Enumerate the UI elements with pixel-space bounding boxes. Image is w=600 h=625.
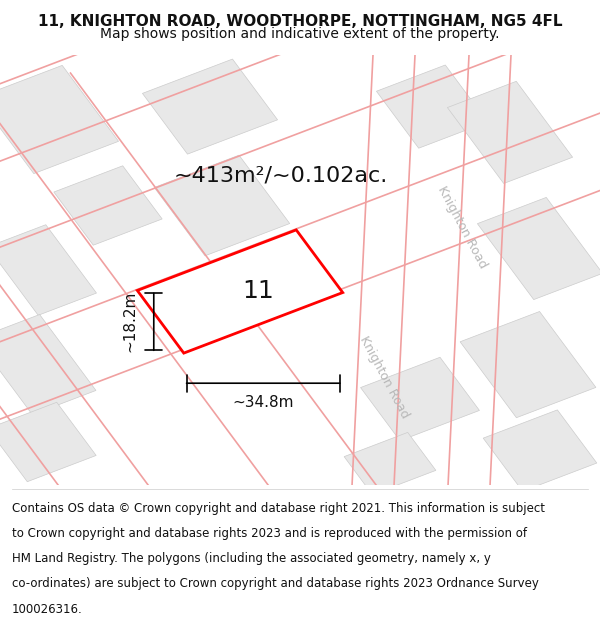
- Text: 11: 11: [242, 279, 274, 304]
- Polygon shape: [0, 66, 119, 174]
- Polygon shape: [54, 166, 162, 245]
- Polygon shape: [344, 432, 436, 494]
- Polygon shape: [376, 65, 488, 148]
- Text: ~18.2m: ~18.2m: [122, 291, 137, 352]
- Polygon shape: [483, 410, 597, 491]
- Text: ~34.8m: ~34.8m: [232, 395, 294, 410]
- Text: Knighton Road: Knighton Road: [357, 334, 411, 421]
- Polygon shape: [478, 198, 600, 299]
- Polygon shape: [142, 59, 278, 154]
- Polygon shape: [0, 225, 97, 315]
- Text: to Crown copyright and database rights 2023 and is reproduced with the permissio: to Crown copyright and database rights 2…: [12, 527, 527, 540]
- Polygon shape: [448, 81, 572, 184]
- Text: ~413m²/~0.102ac.: ~413m²/~0.102ac.: [174, 166, 388, 186]
- Polygon shape: [460, 311, 596, 418]
- Text: 11, KNIGHTON ROAD, WOODTHORPE, NOTTINGHAM, NG5 4FL: 11, KNIGHTON ROAD, WOODTHORPE, NOTTINGHA…: [38, 14, 562, 29]
- Text: HM Land Registry. The polygons (including the associated geometry, namely x, y: HM Land Registry. The polygons (includin…: [12, 552, 491, 565]
- Polygon shape: [0, 314, 96, 414]
- Text: Contains OS data © Crown copyright and database right 2021. This information is : Contains OS data © Crown copyright and d…: [12, 502, 545, 515]
- Text: co-ordinates) are subject to Crown copyright and database rights 2023 Ordnance S: co-ordinates) are subject to Crown copyr…: [12, 578, 539, 591]
- Polygon shape: [154, 155, 290, 256]
- Polygon shape: [137, 230, 343, 353]
- Text: 100026316.: 100026316.: [12, 602, 83, 616]
- Text: Knighton Road: Knighton Road: [435, 184, 489, 271]
- Text: Map shows position and indicative extent of the property.: Map shows position and indicative extent…: [100, 28, 500, 41]
- Polygon shape: [0, 402, 96, 482]
- Polygon shape: [361, 357, 479, 441]
